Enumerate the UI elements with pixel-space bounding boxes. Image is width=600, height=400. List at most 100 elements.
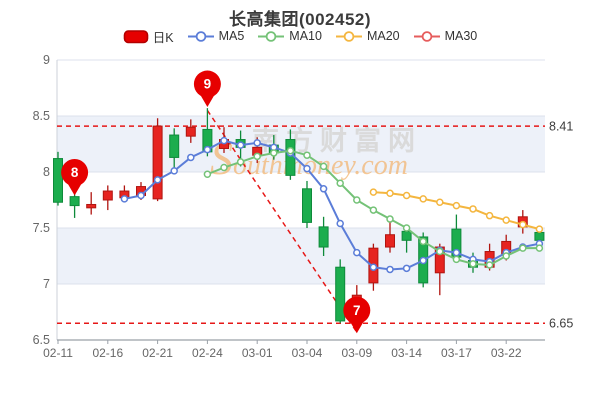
ma-point-ma20	[386, 189, 394, 198]
marker-balloon-tail	[200, 95, 215, 108]
y-tick-label: 6.5	[33, 333, 50, 347]
ma-point-ma20	[519, 220, 527, 229]
marker-balloon-label: 8	[71, 165, 79, 180]
ma-point-ma10	[236, 158, 245, 166]
ma-point-ma10	[220, 163, 228, 172]
x-tick-label: 02-16	[92, 346, 123, 360]
x-tick-label: 03-04	[292, 346, 323, 360]
ma-line-icon	[413, 30, 440, 42]
y-tick-label: 9	[43, 53, 50, 67]
candle-body	[318, 226, 329, 248]
candle-body	[335, 266, 346, 322]
candle-body	[302, 188, 312, 223]
y-tick-label: 8	[43, 165, 50, 179]
candle-body	[169, 134, 180, 158]
ma-point-ma5	[386, 265, 394, 274]
marker-balloon-label: 7	[353, 303, 361, 318]
ma-point-ma5	[253, 139, 261, 147]
ma-point-ma5	[419, 256, 427, 265]
ma-point-ma10	[203, 170, 212, 178]
x-tick-label: 02-24	[192, 346, 223, 360]
y-tick-label: 7.5	[33, 221, 50, 235]
ma-point-ma5	[303, 164, 311, 173]
ma-point-ma10	[270, 149, 278, 157]
ma-point-ma10	[519, 244, 527, 252]
candle-body	[534, 231, 545, 241]
candle-body	[185, 126, 196, 137]
ma-line-icon	[187, 30, 214, 42]
x-tick-label: 02-11	[43, 346, 73, 360]
marker-balloon	[193, 70, 221, 98]
ma-line-icon	[258, 30, 285, 42]
ma-point-ma5	[319, 185, 328, 193]
ma-point-ma10	[253, 152, 261, 161]
candle-body	[86, 203, 97, 209]
legend-label: MA20	[366, 29, 400, 43]
ma-point-ma10	[336, 179, 344, 187]
candle-body	[69, 196, 80, 207]
ma-point-ma10	[319, 162, 328, 171]
candle-body	[385, 234, 395, 248]
ma-point-ma5	[120, 195, 129, 203]
candle-body	[285, 139, 296, 176]
chart-title: 长高集团(002452)	[228, 10, 372, 29]
legend-label: MA30	[444, 29, 478, 43]
ma-point-ma10	[436, 247, 444, 256]
x-tick-label: 03-14	[391, 346, 422, 360]
marker-balloon	[61, 159, 89, 187]
candle-body	[53, 158, 63, 203]
watermark-cn: 南方财富网	[252, 125, 422, 156]
ma-point-ma5	[353, 248, 361, 257]
ma-point-ma10	[402, 224, 411, 232]
legend-item-ma30: MA30	[413, 29, 478, 44]
ma-point-ma10	[303, 151, 311, 159]
marker-balloon	[343, 296, 371, 324]
ma-point-ma5	[137, 191, 145, 200]
ma-point-ma5	[187, 153, 195, 162]
ma-point-ma20	[485, 211, 494, 220]
ma-point-ma20	[502, 216, 510, 224]
ma-point-ma20	[452, 201, 461, 210]
legend-item-ma10: MA10	[257, 29, 322, 44]
candle-body	[102, 190, 113, 201]
ma-point-ma5	[170, 167, 178, 175]
ma-point-ma10	[452, 255, 461, 264]
x-tick-label: 03-01	[242, 346, 273, 360]
ma-point-ma5	[452, 248, 461, 257]
ma-point-ma10	[485, 261, 494, 269]
ma-point-ma10	[369, 206, 378, 214]
ma-point-ma5	[236, 141, 245, 149]
ma-point-ma10	[353, 196, 361, 204]
ma-point-ma5	[220, 136, 228, 145]
candle-swatch-icon	[123, 29, 149, 43]
marker-balloon-label: 9	[204, 77, 212, 92]
candle-body	[152, 125, 163, 200]
ref-line-label: 6.65	[549, 317, 573, 331]
ma-point-ma20	[535, 225, 544, 233]
candle-body	[401, 230, 412, 241]
legend-item-ma20: MA20	[335, 29, 400, 44]
x-tick-label: 03-17	[441, 346, 472, 360]
x-tick-label: 02-21	[142, 346, 173, 360]
y-tick-label: 7	[43, 277, 50, 291]
ma-point-ma10	[469, 260, 477, 268]
ma-point-ma20	[369, 188, 378, 196]
ma-point-ma5	[153, 176, 162, 184]
y-tick-label: 8.5	[33, 109, 50, 123]
x-tick-label: 03-22	[491, 346, 522, 360]
ma-point-ma10	[502, 252, 510, 260]
ma-point-ma10	[386, 215, 394, 223]
ma-point-ma20	[419, 195, 427, 203]
chart-legend: 日K MA5 MA10 MA20 MA30	[0, 26, 600, 46]
ma-point-ma10	[419, 237, 427, 246]
ma-line-icon	[335, 30, 362, 42]
ma-point-ma20	[402, 191, 411, 200]
ma-point-ma20	[469, 205, 477, 213]
legend-label: MA5	[218, 29, 245, 43]
ma-point-ma20	[436, 198, 444, 206]
ref-line-label: 8.41	[549, 120, 573, 134]
x-tick-label: 03-09	[341, 346, 372, 360]
ma-point-ma5	[369, 263, 378, 271]
legend-label: MA10	[289, 29, 322, 43]
